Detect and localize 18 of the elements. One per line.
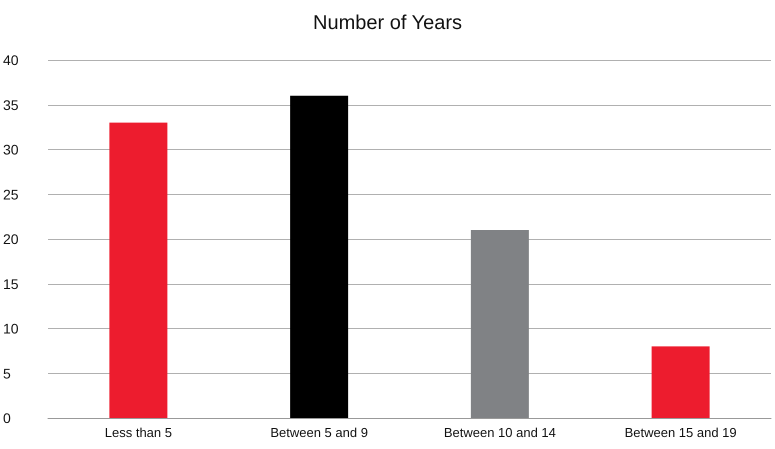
y-tick-label: 5: [3, 365, 11, 382]
y-tick-label: 10: [3, 320, 19, 336]
y-tick-label: 15: [3, 276, 19, 292]
x-tick-label: Between 15 and 19: [624, 425, 737, 440]
x-tick-label: Between 5 and 9: [270, 425, 368, 440]
y-tick-label: 20: [3, 231, 19, 247]
bar: [470, 230, 529, 418]
y-tick-label: 0: [3, 410, 11, 426]
chart-title: Number of Years: [313, 12, 462, 34]
bar: [652, 346, 710, 418]
y-tick-label: 40: [3, 52, 19, 68]
x-tick-label: Between 10 and 14: [444, 425, 556, 440]
x-tick-label: Less than 5: [104, 425, 172, 440]
y-tick-label: 25: [3, 186, 19, 202]
y-tick-label: 30: [3, 142, 19, 158]
bar: [109, 122, 168, 418]
y-tick-label: 35: [3, 96, 19, 113]
bar: [290, 96, 348, 418]
